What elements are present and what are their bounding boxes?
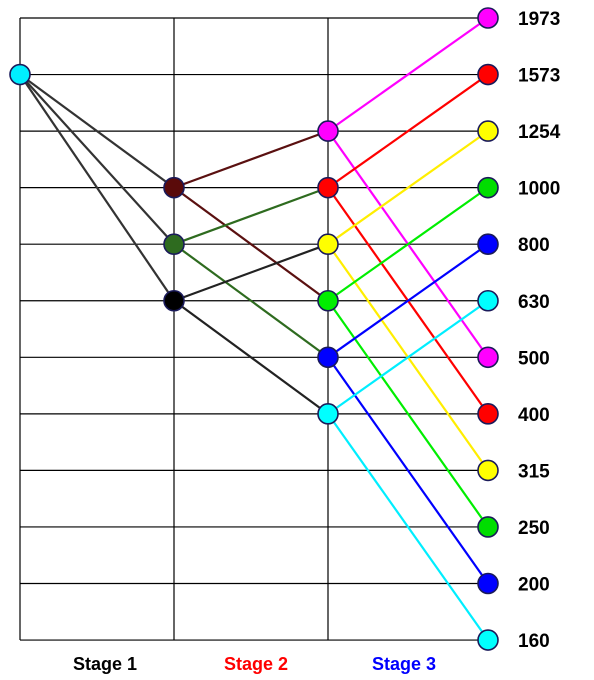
stage2-node-800 [317,233,339,255]
speed-label-315: 315 [518,461,550,482]
output-node-630 [477,289,499,312]
connection-lines [19,17,489,641]
stage2-node-500 [317,346,339,369]
stage-2-label: Stage 2 [224,654,288,674]
output-node-1254 [477,120,499,142]
output-node-1000 [477,176,499,199]
output-node-1573 [477,63,499,86]
stage1-node-630 [163,289,185,312]
speed-label-400: 400 [518,405,550,426]
speed-labels: 1973 1573 1254 1000 800 630 500 400 315 250 200 160 [518,9,561,652]
speed-label-1573: 1573 [518,66,560,87]
stage2-node-400 [317,403,339,425]
speed-label-160: 160 [518,631,550,652]
output-node-200 [477,572,499,595]
ray-s1-800-to-1000 [173,186,329,246]
ray-s1-630-to-800 [173,243,329,302]
output-node-250 [477,516,499,538]
stage-1-label: Stage 1 [73,654,137,674]
ray-s1-1000-to-1254 [173,130,329,189]
stage1-node-800 [163,233,185,255]
output-node-160 [477,629,499,651]
output-node-800 [477,233,499,255]
ray-s2-800-to-1254 [327,130,489,246]
ray-s1-800-to-500 [173,243,329,359]
stage2-node-1000 [317,176,339,199]
speed-label-1000: 1000 [518,179,560,200]
ray-s1-1000-to-630 [173,186,329,302]
speed-label-250: 250 [518,518,550,539]
speed-label-200: 200 [518,575,550,596]
stage2-node-1254 [317,120,339,142]
output-node-500 [477,346,499,369]
ray-s1-630-to-400 [173,299,329,415]
speed-label-500: 500 [518,348,550,369]
speed-label-1973: 1973 [518,9,560,30]
ray-input-to-800 [19,73,175,245]
ray-input-to-630 [19,73,175,302]
speed-label-630: 630 [518,292,550,313]
grid [19,17,488,641]
ray-s2-1000-to-1573 [327,73,489,189]
ray-s2-500-to-800 [327,243,489,359]
output-node-400 [477,403,499,425]
stage1-node-1000 [163,176,185,199]
output-node-315 [477,459,499,482]
speed-nodes [9,7,499,651]
ray-s2-400-to-160 [327,413,489,641]
ray-s2-630-to-1000 [327,186,489,302]
speed-label-1254: 1254 [518,122,561,143]
ray-s2-400-to-630 [327,299,489,415]
stage-3-label: Stage 3 [372,654,436,674]
input-node-1573 [9,63,31,86]
speed-label-800: 800 [518,235,550,256]
ray-s2-1254-to-1973 [327,17,489,132]
ray-input-to-1000 [19,73,175,189]
output-node-1973 [477,7,499,29]
stage-labels: Stage 1 Stage 2 Stage 3 [73,654,436,674]
stage2-node-630 [317,289,339,312]
